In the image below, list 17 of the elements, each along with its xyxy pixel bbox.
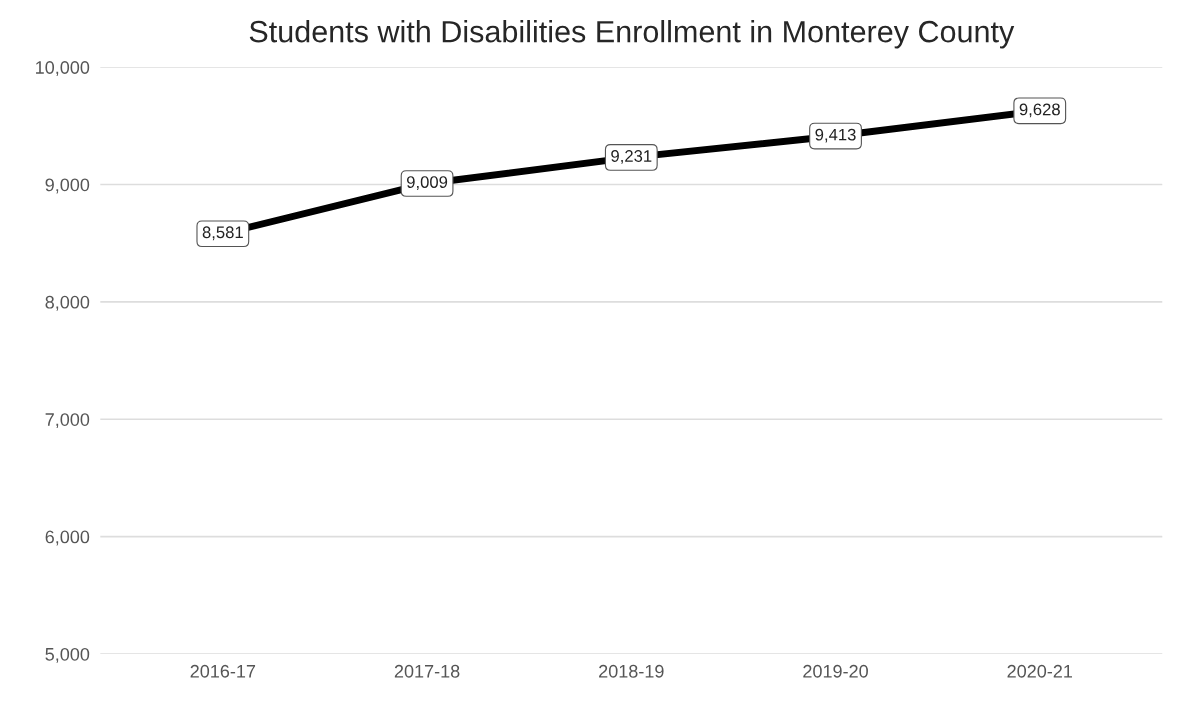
y-tick-label: 6,000: [45, 530, 90, 546]
data-label: 9,628: [1019, 103, 1060, 118]
data-label: 9,231: [611, 150, 652, 164]
y-tick-label: 9,000: [45, 178, 90, 194]
x-tick-label: 2016-17: [190, 664, 256, 678]
y-tick-label: 8,000: [45, 295, 90, 311]
data-label: 8,581: [202, 226, 243, 241]
x-tick-label: 2018-19: [599, 664, 664, 678]
y-tick-label: 7,000: [45, 413, 90, 429]
y-tick-label: 10,000: [36, 61, 90, 77]
y-tick-label: 5,000: [45, 647, 90, 663]
x-tick-label: 2020-21: [1007, 664, 1073, 678]
chart-title: Students with Disabilities Enrollment in Monterey County: [249, 20, 1015, 49]
data-label: 9,413: [815, 128, 856, 143]
x-tick-label: 2019-20: [803, 664, 868, 678]
x-tick-label: 2017-18: [394, 664, 460, 678]
data-label: 9,009: [407, 176, 448, 190]
